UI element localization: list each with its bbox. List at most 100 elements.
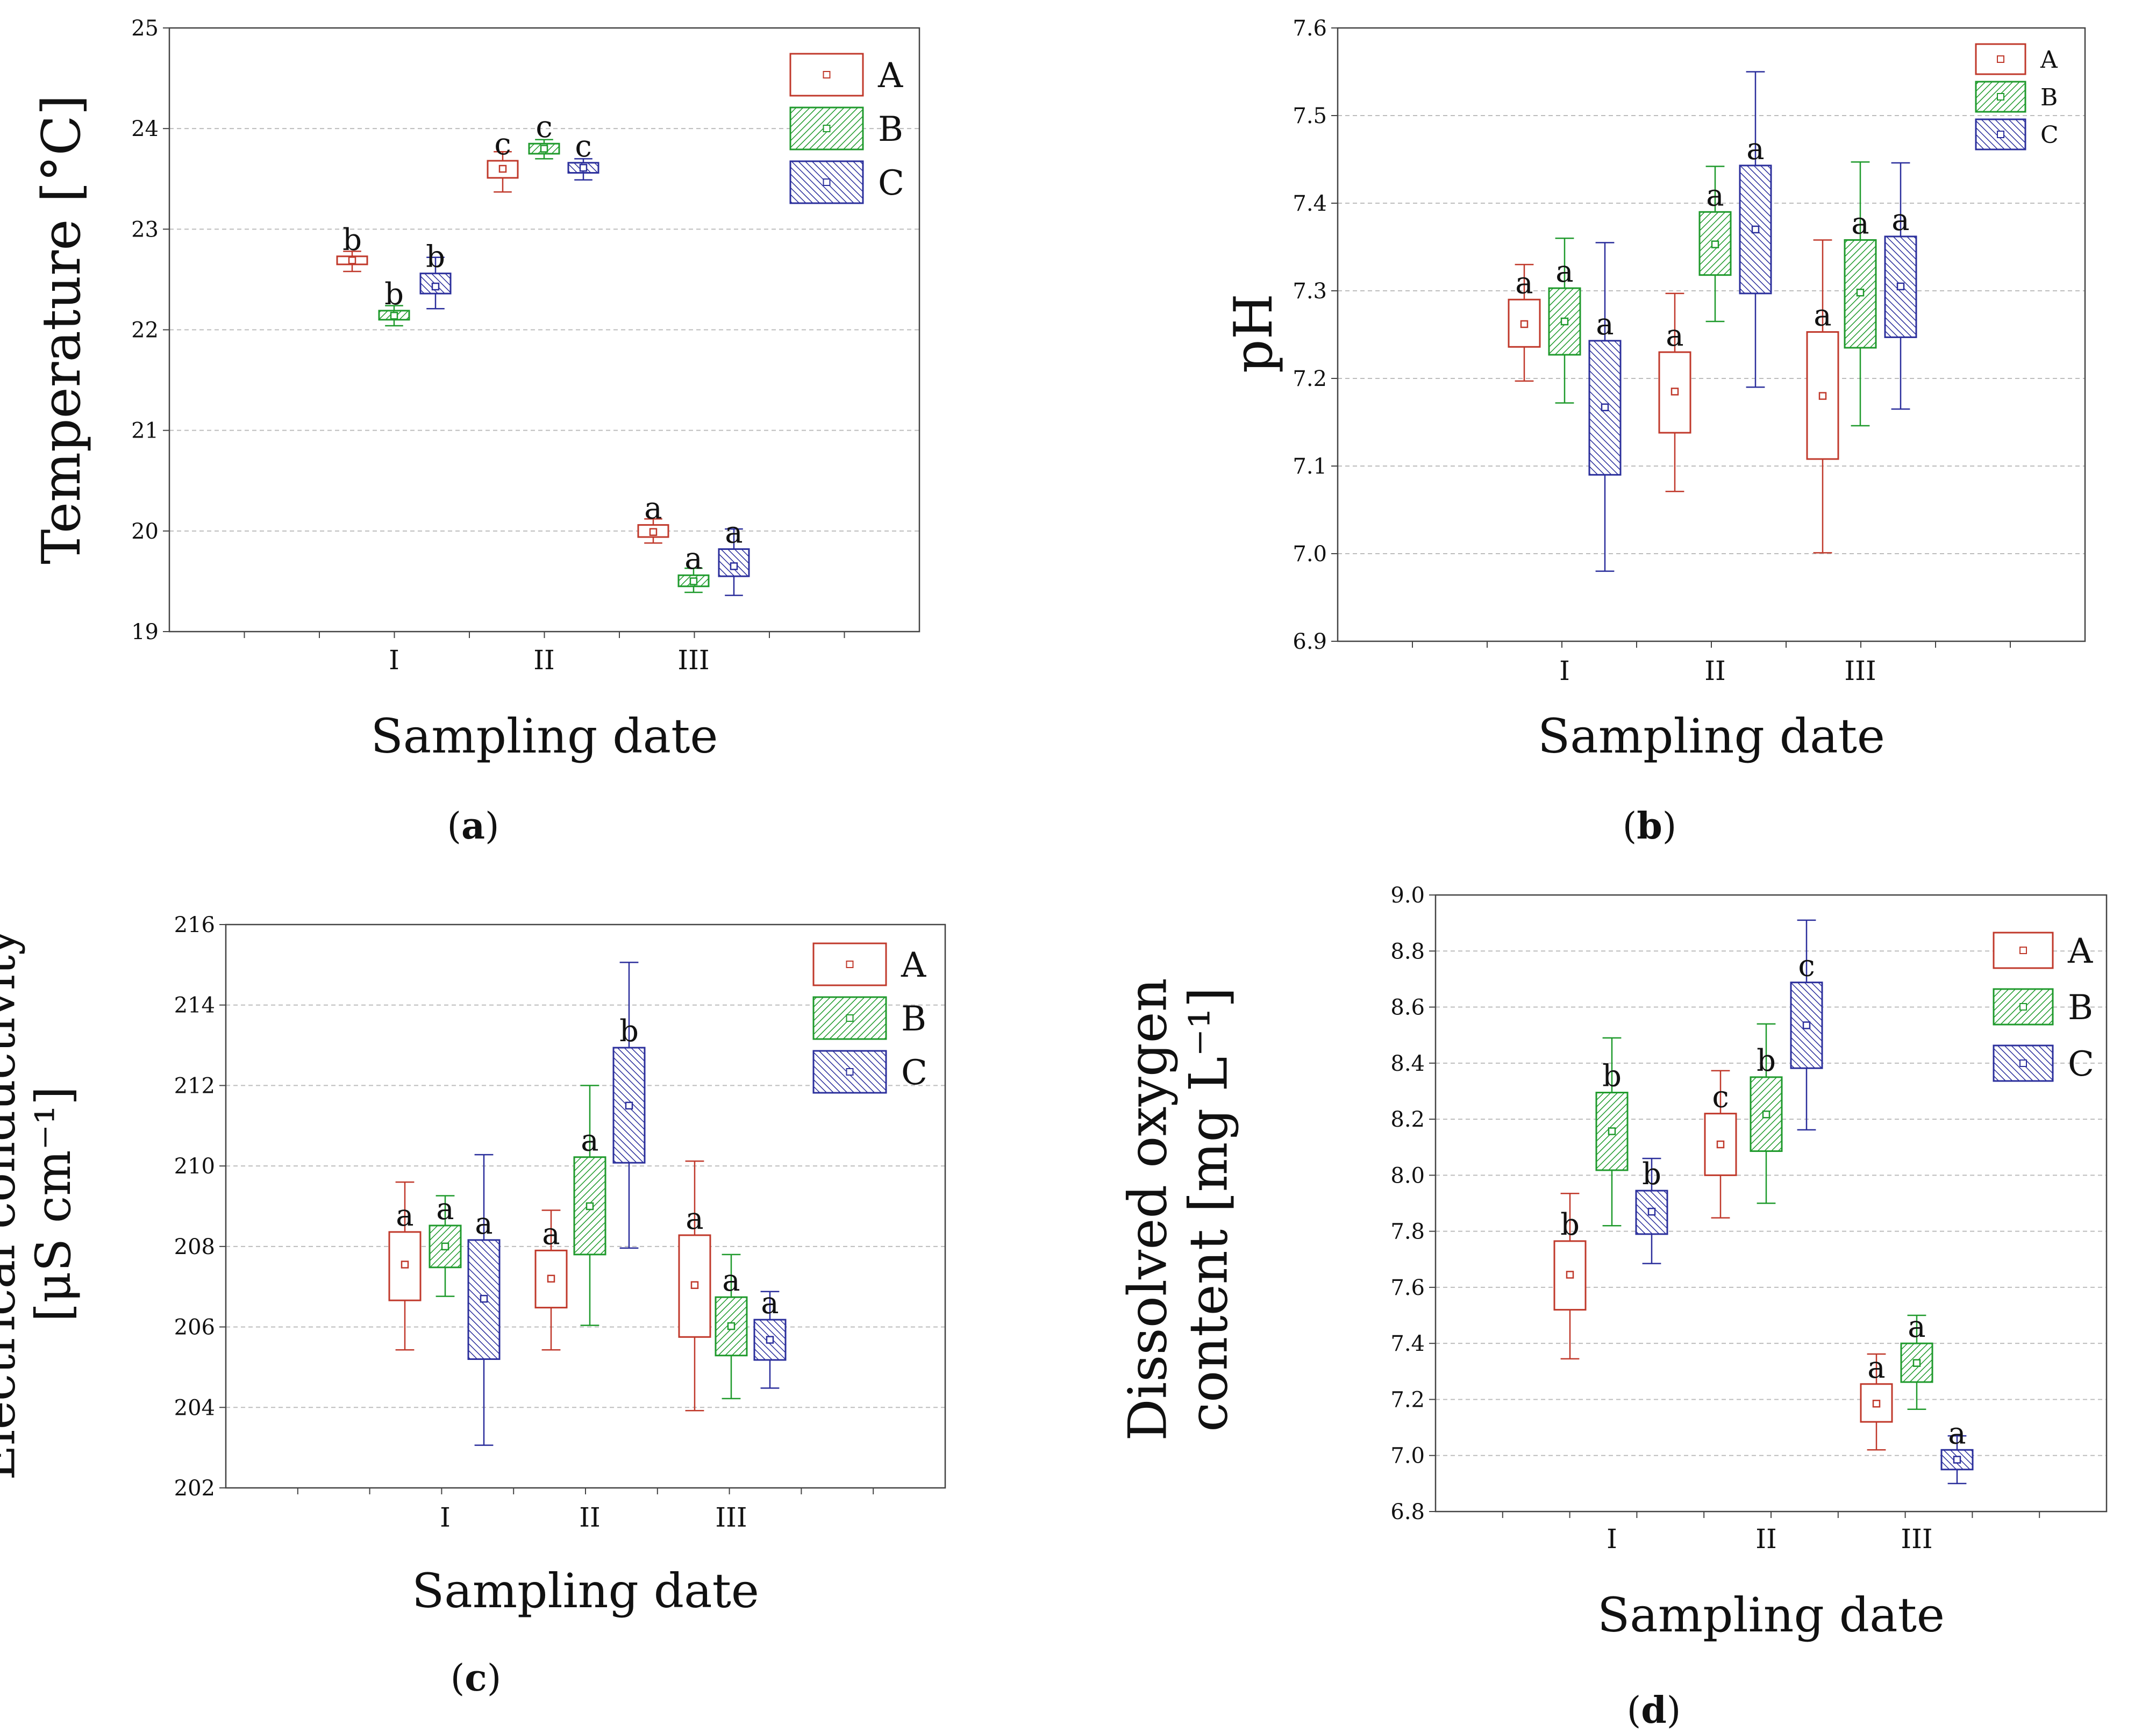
x-category-label: I (1607, 1523, 1617, 1555)
y-tick-label: 7.6 (1390, 1276, 1425, 1300)
y-tick-label: 206 (174, 1315, 215, 1340)
significance-letter: b (384, 277, 404, 312)
legend-item-B: B (812, 996, 926, 1040)
median-marker (586, 1202, 594, 1211)
box-C-I: b (419, 240, 452, 310)
legend-label: B (2040, 84, 2058, 111)
significance-letter: a (396, 1198, 413, 1233)
box-C-I: b (1635, 1157, 1668, 1264)
median-marker (625, 1101, 633, 1110)
legend-item-C: C (1975, 118, 2059, 151)
x-category-label: III (1901, 1523, 1932, 1555)
legend-label: B (878, 110, 903, 149)
box-A-III: a (1806, 239, 1839, 554)
panel-label: (c) (451, 1657, 501, 1700)
legend-item-C: C (789, 160, 904, 204)
y-tick-label: 24 (131, 117, 159, 141)
x-axis-title: Sampling date (412, 1563, 759, 1619)
significance-letter: a (722, 1263, 740, 1298)
significance-letter: c (1798, 949, 1815, 984)
legend-marker (1997, 93, 2004, 101)
y-tick-label: 22 (131, 318, 159, 343)
median-marker (1912, 1359, 1921, 1367)
significance-letter: a (1891, 203, 1909, 238)
significance-letter: a (1851, 206, 1869, 241)
x-category-label: II (1755, 1523, 1777, 1555)
box-A-II: a (1658, 292, 1691, 492)
median-marker (1670, 388, 1679, 396)
y-tick-label: 216 (174, 913, 215, 937)
box-B-III: a (677, 541, 710, 593)
median-marker (1601, 403, 1609, 412)
box-B-III: a (715, 1254, 748, 1400)
median-marker (649, 528, 658, 536)
legend-item-A: A (812, 942, 926, 986)
legend-marker (823, 125, 831, 132)
box-iqr (718, 548, 750, 577)
legend-marker (846, 961, 854, 968)
median-marker (1762, 1110, 1771, 1119)
legend-marker (2019, 1059, 2027, 1067)
box-A-II: c (1704, 1070, 1737, 1219)
box-A-II: c (487, 127, 519, 193)
box-A-I: b (1553, 1193, 1587, 1360)
median-marker (348, 256, 356, 264)
y-tick-label: 7.5 (1293, 104, 1327, 128)
y-tick-label: 7.2 (1390, 1387, 1425, 1412)
y-tick-label: 6.8 (1390, 1500, 1425, 1524)
legend-item-A: A (1993, 932, 2093, 971)
box-B-II: c (528, 110, 560, 160)
legend-label: A (2040, 46, 2058, 74)
y-axis-title: Temperature [°C] (31, 95, 92, 564)
significance-letter: c (494, 127, 511, 162)
median-marker (1647, 1207, 1656, 1216)
median-marker (579, 163, 588, 172)
legend-marker (823, 71, 831, 78)
legend-marker (2019, 1003, 2027, 1011)
significance-letter: a (1908, 1309, 1925, 1344)
y-tick-label: 19 (131, 620, 159, 644)
legend-label: C (2068, 1044, 2094, 1084)
legend-label: B (901, 999, 926, 1039)
y-tick-label: 7.0 (1390, 1444, 1425, 1469)
y-tick-label: 7.4 (1293, 191, 1327, 216)
significance-letter: c (1712, 1080, 1729, 1115)
box-C-III: a (1940, 1416, 1974, 1485)
significance-letter: c (536, 110, 552, 145)
panel-label: (a) (447, 805, 499, 848)
significance-letter: b (426, 240, 445, 275)
x-category-label: II (1704, 655, 1726, 686)
box-C-II: b (612, 962, 646, 1249)
box-B-I: b (1595, 1037, 1629, 1227)
significance-letter: a (1814, 298, 1831, 333)
significance-letter: a (725, 515, 743, 550)
box-iqr (1658, 351, 1691, 434)
y-tick-label: 20 (131, 519, 159, 544)
y-tick-label: 8.8 (1390, 939, 1425, 964)
significance-letter: a (761, 1286, 779, 1321)
box-A-II: a (534, 1209, 568, 1351)
y-axis-title: pH (1223, 293, 1284, 373)
y-axis-title: Electrical conductivity (0, 928, 26, 1480)
y-tick-label: 25 (131, 16, 159, 41)
significance-letter: a (686, 1201, 703, 1236)
significance-letter: b (1602, 1059, 1622, 1094)
legend-item-B: B (1975, 81, 2058, 113)
legend-label: C (878, 163, 904, 203)
median-marker (1716, 1140, 1725, 1149)
median-marker (480, 1294, 488, 1303)
median-marker (766, 1336, 774, 1344)
x-category-label: III (715, 1502, 747, 1533)
box-C-III: a (1884, 162, 1917, 410)
box-A-III: a (678, 1160, 711, 1412)
significance-letter: b (342, 223, 362, 257)
significance-letter: a (1596, 307, 1614, 342)
median-marker (1856, 289, 1865, 297)
x-axis-title: Sampling date (1538, 708, 1885, 764)
panel-label: (d) (1627, 1689, 1681, 1732)
y-tick-label: 7.3 (1293, 279, 1327, 304)
significance-letter: a (1666, 318, 1683, 353)
median-marker (1751, 225, 1760, 234)
